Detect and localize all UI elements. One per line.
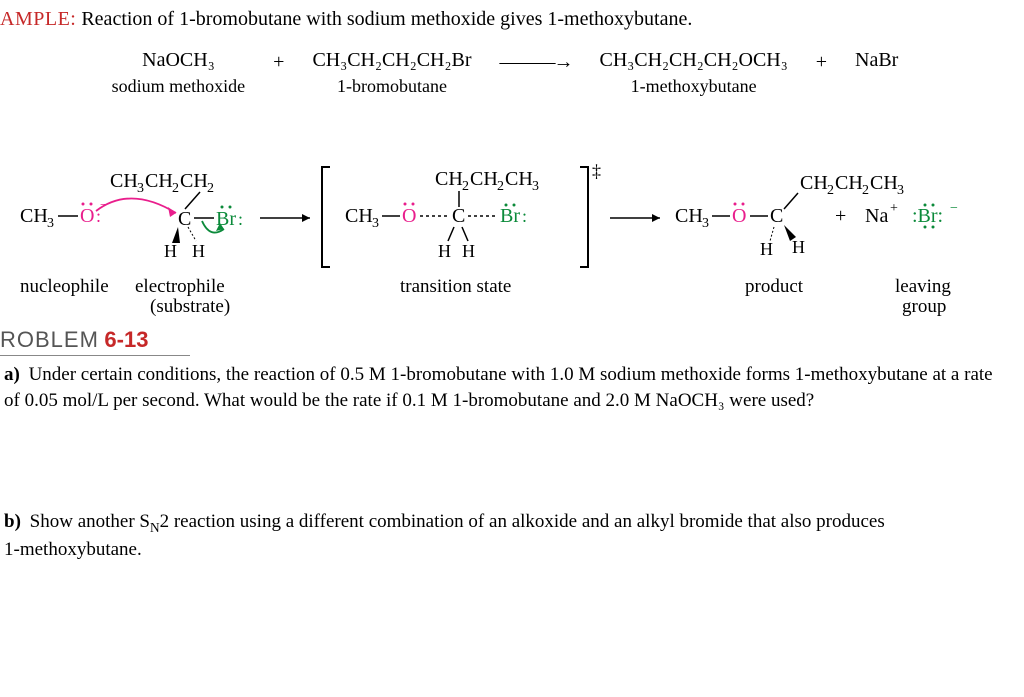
- label-product: product: [745, 276, 804, 297]
- svg-text:‡: ‡: [592, 161, 601, 181]
- svg-text:2: 2: [172, 181, 179, 196]
- problem-part-b: b) Show another SN2 reaction using a dif…: [0, 509, 1010, 562]
- part-a-label: a): [4, 364, 20, 385]
- reagent-2-name: 1-bromobutane: [312, 76, 471, 97]
- product-1-formula: CH₃CH₂CH₂CH₂OCH₃: [599, 49, 787, 72]
- plus-1: +: [273, 49, 284, 74]
- reagent-1-formula: NaOCH₃: [112, 49, 246, 72]
- problem-heading: ROBLEM 6-13: [0, 327, 190, 356]
- svg-text:H: H: [792, 237, 805, 257]
- mechanism-diagram: CH 3 O : − CH3 CH2 CH2 C Br : H H: [0, 127, 1010, 317]
- svg-text:O: O: [732, 205, 746, 227]
- svg-text:3: 3: [897, 183, 904, 198]
- label-transition: transition state: [400, 276, 511, 297]
- reagent-2-formula: CH₃CH₂CH₂CH₂Br: [312, 49, 471, 72]
- part-b-text-after: 1-methoxybutane.: [4, 539, 142, 560]
- product-2-formula: NaBr: [855, 49, 898, 72]
- part-b-text-before: Show another S: [30, 511, 150, 532]
- svg-text:H: H: [164, 241, 177, 261]
- svg-text:2: 2: [862, 183, 869, 198]
- svg-text:C: C: [178, 208, 191, 230]
- svg-text:3: 3: [532, 179, 539, 194]
- label-electrophile: electrophile: [135, 276, 225, 297]
- svg-text::: :: [238, 209, 243, 229]
- svg-text:2: 2: [497, 179, 504, 194]
- svg-text:CH: CH: [145, 170, 173, 192]
- svg-text:+: +: [835, 205, 846, 227]
- svg-text:Na: Na: [865, 205, 888, 227]
- label-leaving: leaving: [895, 276, 951, 297]
- svg-text:+: +: [890, 201, 898, 216]
- svg-text:CH: CH: [835, 172, 863, 194]
- svg-text:O: O: [402, 205, 416, 227]
- overall-equation: NaOCH₃ sodium methoxide + CH₃CH₂CH₂CH₂Br…: [0, 49, 1010, 97]
- svg-text::: :: [522, 206, 527, 226]
- svg-text:H: H: [760, 239, 773, 259]
- example-label: AMPLE:: [0, 8, 76, 30]
- svg-text:3: 3: [702, 216, 709, 231]
- part-b-sub: N: [150, 520, 160, 535]
- product-1-name: 1-methoxybutane: [599, 76, 787, 97]
- svg-text:−: −: [950, 201, 958, 216]
- svg-text:H: H: [462, 241, 475, 261]
- svg-text:2: 2: [827, 183, 834, 198]
- svg-text:C: C: [770, 205, 783, 227]
- svg-text:CH: CH: [435, 168, 463, 190]
- svg-text:CH: CH: [470, 168, 498, 190]
- svg-text:CH: CH: [20, 205, 48, 227]
- svg-text:CH: CH: [800, 172, 828, 194]
- reagent-1-name: sodium methoxide: [112, 76, 246, 97]
- part-b-text-mid: 2 reaction using a different combination…: [160, 511, 885, 532]
- part-a-text: Under certain conditions, the reaction o…: [4, 364, 993, 411]
- problem-head-1: ROBLEM: [0, 327, 99, 352]
- svg-text:CH: CH: [505, 168, 533, 190]
- svg-text:H: H: [192, 241, 205, 261]
- label-substrate: (substrate): [150, 296, 230, 317]
- example-text: Reaction of 1-bromobutane with sodium me…: [81, 8, 692, 30]
- svg-text:CH: CH: [180, 170, 208, 192]
- label-group: group: [902, 296, 946, 317]
- svg-text:CH: CH: [110, 170, 138, 192]
- svg-text:CH: CH: [675, 205, 703, 227]
- svg-text:C: C: [452, 205, 465, 227]
- problem-part-a: a) Under certain conditions, the reactio…: [0, 362, 1010, 413]
- svg-text::Br:: :Br:: [912, 205, 943, 227]
- label-nucleophile: nucleophile: [20, 276, 109, 297]
- svg-text:O: O: [80, 205, 94, 227]
- problem-head-2: 6-13: [104, 327, 148, 352]
- part-b-label: b): [4, 511, 21, 532]
- svg-text:CH: CH: [870, 172, 898, 194]
- reaction-arrow: ———→: [499, 49, 571, 74]
- svg-text:Br: Br: [500, 205, 520, 227]
- svg-text:H: H: [438, 241, 451, 261]
- svg-text:2: 2: [207, 181, 214, 196]
- svg-text:3: 3: [372, 216, 379, 231]
- svg-text:3: 3: [137, 181, 144, 196]
- svg-text:3: 3: [47, 216, 54, 231]
- example-heading: AMPLE: Reaction of 1-bromobutane with so…: [0, 8, 1010, 31]
- plus-2: +: [816, 49, 827, 74]
- svg-text:CH: CH: [345, 205, 373, 227]
- svg-text:2: 2: [462, 179, 469, 194]
